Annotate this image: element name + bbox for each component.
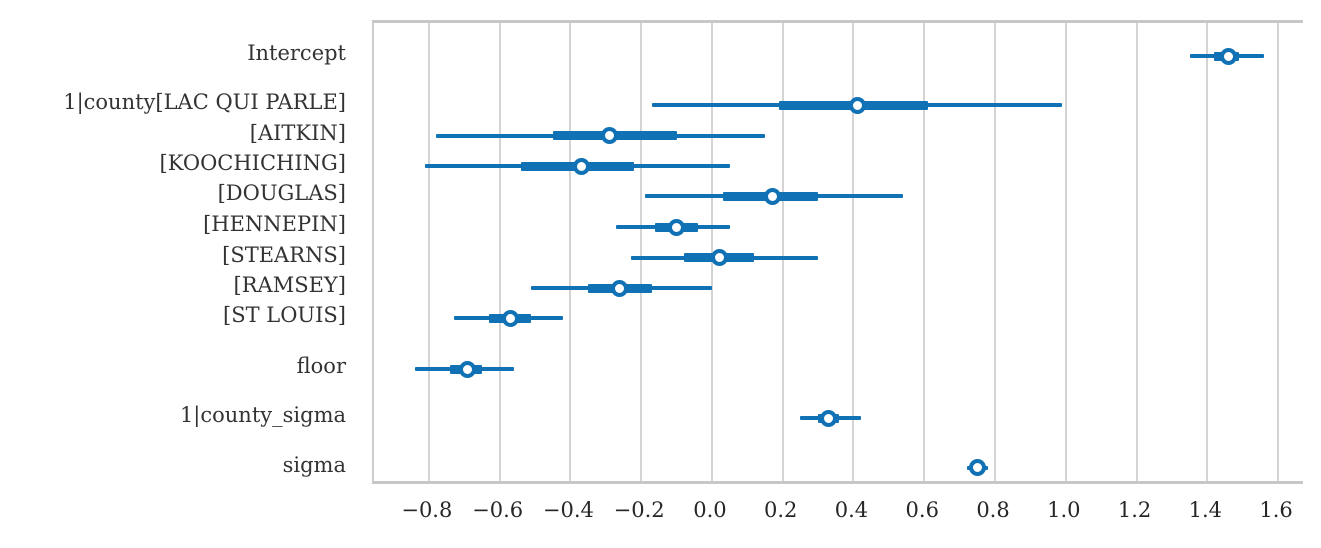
x-tick-label: 1.4 bbox=[1188, 498, 1223, 522]
point-estimate-marker bbox=[459, 360, 477, 378]
point-estimate-marker bbox=[763, 187, 781, 205]
gridline bbox=[781, 23, 784, 481]
point-estimate-marker bbox=[668, 218, 686, 236]
x-tick-label: −0.8 bbox=[401, 498, 453, 522]
point-estimate-marker bbox=[848, 96, 866, 114]
x-tick-label: 0.4 bbox=[834, 498, 869, 522]
row-label: [RAMSEY] bbox=[233, 273, 346, 297]
gridline bbox=[923, 23, 926, 481]
point-estimate-marker bbox=[820, 409, 838, 427]
x-tick-label: 0.0 bbox=[693, 498, 727, 522]
gridline bbox=[994, 23, 997, 481]
gridline bbox=[1064, 23, 1067, 481]
gridline bbox=[1135, 23, 1138, 481]
row-label: sigma bbox=[282, 452, 346, 477]
gridline bbox=[1277, 23, 1280, 481]
row-label: [KOOCHICHING] bbox=[159, 151, 346, 175]
point-estimate-marker bbox=[968, 459, 986, 476]
row-label: [HENNEPIN] bbox=[203, 212, 346, 236]
plot-area bbox=[372, 20, 1303, 484]
x-tick-label: 0.8 bbox=[976, 498, 1010, 522]
row-label: [DOUGLAS] bbox=[217, 181, 346, 205]
point-estimate-marker bbox=[611, 279, 629, 297]
row-label: [ST LOUIS] bbox=[223, 303, 346, 327]
x-tick-label: 0.2 bbox=[764, 498, 798, 522]
x-tick-label: 1.0 bbox=[1047, 498, 1081, 522]
x-tick-label: 1.2 bbox=[1117, 498, 1152, 522]
row-label: 1|county[LAC QUI PARLE] bbox=[63, 90, 346, 114]
point-estimate-marker bbox=[710, 249, 728, 266]
x-tick-label: −0.6 bbox=[472, 498, 524, 522]
row-label: Intercept bbox=[247, 41, 346, 65]
row-label: floor bbox=[296, 354, 346, 378]
gridline bbox=[852, 23, 855, 481]
row-label: 1|county_sigma bbox=[179, 403, 346, 427]
row-label: [STEARNS] bbox=[222, 242, 346, 267]
x-tick-label: −0.2 bbox=[613, 498, 665, 522]
x-tick-label: 1.6 bbox=[1259, 498, 1293, 522]
point-estimate-marker bbox=[501, 309, 519, 327]
point-estimate-marker bbox=[572, 157, 590, 175]
x-tick-label: 0.6 bbox=[905, 498, 939, 522]
gridline bbox=[427, 23, 430, 481]
gridline bbox=[569, 23, 572, 481]
gridline bbox=[498, 23, 501, 481]
row-label: [AITKIN] bbox=[249, 120, 346, 145]
point-estimate-marker bbox=[600, 127, 618, 144]
gridline bbox=[1206, 23, 1209, 481]
gridline bbox=[640, 23, 643, 481]
point-estimate-marker bbox=[1220, 47, 1238, 65]
x-tick-label: −0.4 bbox=[542, 498, 594, 522]
